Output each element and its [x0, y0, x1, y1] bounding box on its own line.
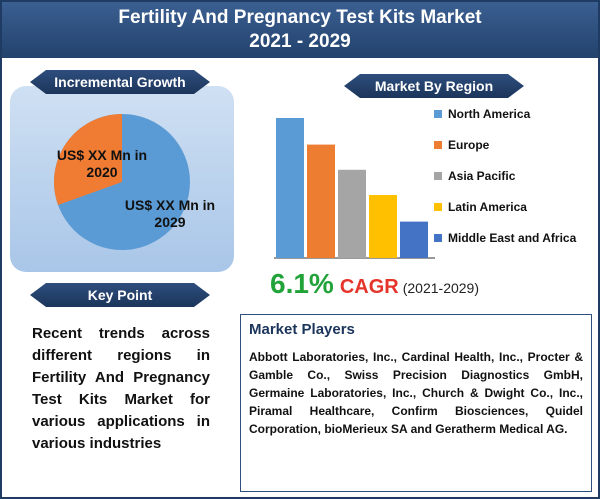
legend-swatch	[434, 109, 442, 118]
page-header: Fertility And Pregnancy Test Kits Market…	[2, 2, 598, 58]
legend-label: Latin America	[448, 200, 527, 214]
market-players-title: Market Players	[249, 321, 355, 338]
key-point-ribbon: Key Point	[30, 283, 210, 307]
cagr-value: 6.1%	[270, 268, 334, 299]
pie-slice-2020	[53, 114, 122, 205]
pie-label-2020: US$ XX Mn in 2020	[56, 147, 148, 180]
bar-north-america	[276, 118, 304, 258]
page-subtitle-years: 2021 - 2029	[249, 31, 351, 52]
cagr-block: 6.1% CAGR (2021-2029)	[270, 268, 479, 300]
legend-swatch	[434, 233, 442, 242]
market-players-list: Abbott Laboratories, Inc., Cardinal Heal…	[249, 350, 583, 436]
bar-middle-east-and-africa	[400, 221, 428, 258]
market-players-box: Market Players Abbott Laboratories, Inc.…	[240, 314, 592, 492]
key-point-text: Recent trends across different regions i…	[32, 325, 210, 452]
legend-item: Latin America	[434, 199, 527, 215]
cagr-label: CAGR	[339, 276, 399, 298]
pie-label-2029: US$ XX Mn in 2029	[124, 197, 216, 230]
legend-label: Europe	[448, 138, 490, 152]
legend-swatch	[434, 202, 442, 211]
legend-label: Middle East and Africa	[448, 231, 577, 245]
bar-latin-america	[369, 195, 397, 258]
page-title: Fertility And Pregnancy Test Kits Market	[118, 7, 482, 28]
legend-label: North America	[448, 107, 531, 121]
incremental-growth-ribbon: Incremental Growth	[30, 70, 210, 94]
legend-item: Asia Pacific	[434, 168, 515, 184]
legend-swatch	[434, 171, 442, 180]
legend-swatch	[434, 140, 442, 149]
market-by-region-ribbon: Market By Region	[344, 74, 524, 98]
cagr-years: (2021-2029)	[402, 280, 479, 296]
legend-item: North America	[434, 106, 530, 122]
market-by-region-chart	[274, 118, 435, 259]
bar-europe	[307, 144, 335, 258]
legend-item: Middle East and Africa	[434, 230, 576, 246]
legend-label: Asia Pacific	[448, 169, 516, 183]
legend-item: Europe	[434, 137, 489, 153]
bar-asia-pacific	[338, 169, 366, 258]
incremental-growth-pie	[53, 114, 190, 250]
